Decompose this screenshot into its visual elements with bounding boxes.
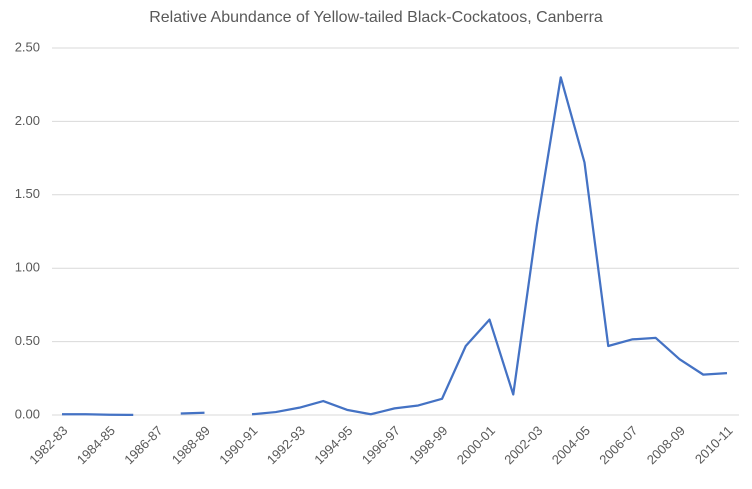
- chart-title: Relative Abundance of Yellow-tailed Blac…: [149, 9, 603, 26]
- y-tick-label: 1.50: [15, 186, 40, 201]
- data-line: [62, 76, 728, 416]
- y-tick-label: 0.00: [15, 406, 40, 421]
- y-tick-label: 2.50: [15, 39, 40, 54]
- y-tick-label: 1.00: [15, 260, 40, 275]
- y-tick-label: 0.50: [15, 333, 40, 348]
- y-tick-label: 2.00: [15, 113, 40, 128]
